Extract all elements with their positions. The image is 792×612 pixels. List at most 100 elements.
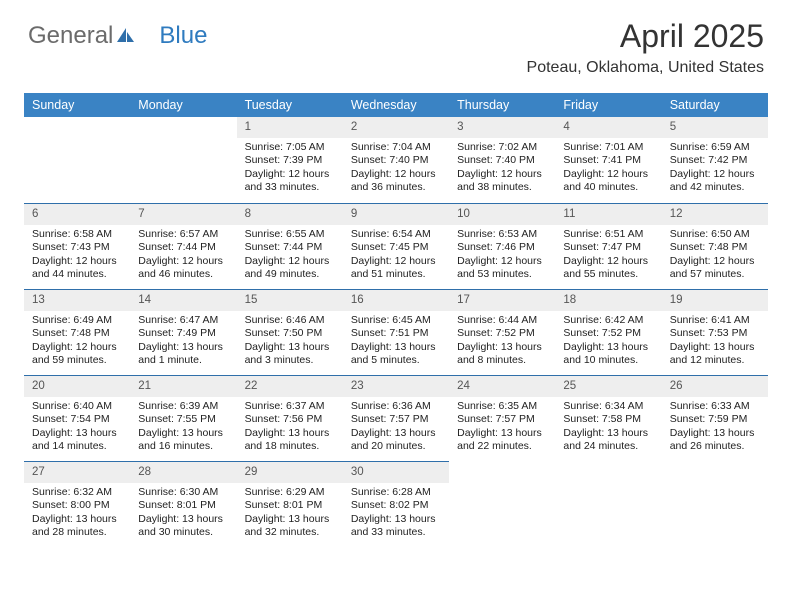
day-number: 16 bbox=[343, 289, 449, 311]
day-details: Sunrise: 7:02 AMSunset: 7:40 PMDaylight:… bbox=[449, 138, 555, 199]
col-tuesday: Tuesday bbox=[237, 93, 343, 117]
day-details: Sunrise: 6:53 AMSunset: 7:46 PMDaylight:… bbox=[449, 225, 555, 286]
calendar-cell: 1Sunrise: 7:05 AMSunset: 7:39 PMDaylight… bbox=[237, 117, 343, 203]
calendar-cell: 7Sunrise: 6:57 AMSunset: 7:44 PMDaylight… bbox=[130, 203, 236, 289]
day-number: 1 bbox=[237, 117, 343, 138]
calendar-cell: 6Sunrise: 6:58 AMSunset: 7:43 PMDaylight… bbox=[24, 203, 130, 289]
day-details: Sunrise: 7:04 AMSunset: 7:40 PMDaylight:… bbox=[343, 138, 449, 199]
day-number: 14 bbox=[130, 289, 236, 311]
calendar-cell: 20Sunrise: 6:40 AMSunset: 7:54 PMDayligh… bbox=[24, 375, 130, 461]
calendar-cell bbox=[130, 117, 236, 203]
day-number: 18 bbox=[555, 289, 661, 311]
col-friday: Friday bbox=[555, 93, 661, 117]
day-number: 28 bbox=[130, 461, 236, 483]
day-details: Sunrise: 7:05 AMSunset: 7:39 PMDaylight:… bbox=[237, 138, 343, 199]
day-details: Sunrise: 6:55 AMSunset: 7:44 PMDaylight:… bbox=[237, 225, 343, 286]
calendar-cell: 27Sunrise: 6:32 AMSunset: 8:00 PMDayligh… bbox=[24, 461, 130, 547]
calendar-cell: 10Sunrise: 6:53 AMSunset: 7:46 PMDayligh… bbox=[449, 203, 555, 289]
calendar-cell: 15Sunrise: 6:46 AMSunset: 7:50 PMDayligh… bbox=[237, 289, 343, 375]
day-details: Sunrise: 6:45 AMSunset: 7:51 PMDaylight:… bbox=[343, 311, 449, 372]
calendar-cell: 26Sunrise: 6:33 AMSunset: 7:59 PMDayligh… bbox=[662, 375, 768, 461]
logo-text-part2: Blue bbox=[159, 22, 207, 50]
calendar-week-row: 13Sunrise: 6:49 AMSunset: 7:48 PMDayligh… bbox=[24, 289, 768, 375]
calendar-week-row: 1Sunrise: 7:05 AMSunset: 7:39 PMDaylight… bbox=[24, 117, 768, 203]
page-header: General Blue April 2025 Poteau, Oklahoma… bbox=[0, 0, 792, 83]
day-details: Sunrise: 6:28 AMSunset: 8:02 PMDaylight:… bbox=[343, 483, 449, 544]
day-number: 21 bbox=[130, 375, 236, 397]
day-number: 3 bbox=[449, 117, 555, 138]
day-details: Sunrise: 6:47 AMSunset: 7:49 PMDaylight:… bbox=[130, 311, 236, 372]
calendar-cell: 17Sunrise: 6:44 AMSunset: 7:52 PMDayligh… bbox=[449, 289, 555, 375]
calendar-cell: 4Sunrise: 7:01 AMSunset: 7:41 PMDaylight… bbox=[555, 117, 661, 203]
calendar-cell: 5Sunrise: 6:59 AMSunset: 7:42 PMDaylight… bbox=[662, 117, 768, 203]
day-details: Sunrise: 6:30 AMSunset: 8:01 PMDaylight:… bbox=[130, 483, 236, 544]
day-details: Sunrise: 6:54 AMSunset: 7:45 PMDaylight:… bbox=[343, 225, 449, 286]
day-number: 7 bbox=[130, 203, 236, 225]
day-details: Sunrise: 6:50 AMSunset: 7:48 PMDaylight:… bbox=[662, 225, 768, 286]
day-details: Sunrise: 6:37 AMSunset: 7:56 PMDaylight:… bbox=[237, 397, 343, 458]
day-details: Sunrise: 6:44 AMSunset: 7:52 PMDaylight:… bbox=[449, 311, 555, 372]
day-number: 9 bbox=[343, 203, 449, 225]
day-number: 10 bbox=[449, 203, 555, 225]
day-details: Sunrise: 6:39 AMSunset: 7:55 PMDaylight:… bbox=[130, 397, 236, 458]
calendar-cell: 8Sunrise: 6:55 AMSunset: 7:44 PMDaylight… bbox=[237, 203, 343, 289]
calendar-cell: 9Sunrise: 6:54 AMSunset: 7:45 PMDaylight… bbox=[343, 203, 449, 289]
calendar-cell: 24Sunrise: 6:35 AMSunset: 7:57 PMDayligh… bbox=[449, 375, 555, 461]
day-number: 29 bbox=[237, 461, 343, 483]
calendar-cell: 30Sunrise: 6:28 AMSunset: 8:02 PMDayligh… bbox=[343, 461, 449, 547]
day-number: 19 bbox=[662, 289, 768, 311]
calendar-cell: 19Sunrise: 6:41 AMSunset: 7:53 PMDayligh… bbox=[662, 289, 768, 375]
calendar-week-row: 27Sunrise: 6:32 AMSunset: 8:00 PMDayligh… bbox=[24, 461, 768, 547]
day-number: 5 bbox=[662, 117, 768, 138]
day-details: Sunrise: 6:32 AMSunset: 8:00 PMDaylight:… bbox=[24, 483, 130, 544]
day-details: Sunrise: 6:46 AMSunset: 7:50 PMDaylight:… bbox=[237, 311, 343, 372]
day-details: Sunrise: 6:57 AMSunset: 7:44 PMDaylight:… bbox=[130, 225, 236, 286]
calendar-cell bbox=[662, 461, 768, 547]
calendar-cell: 3Sunrise: 7:02 AMSunset: 7:40 PMDaylight… bbox=[449, 117, 555, 203]
day-number: 25 bbox=[555, 375, 661, 397]
calendar-cell: 18Sunrise: 6:42 AMSunset: 7:52 PMDayligh… bbox=[555, 289, 661, 375]
day-details: Sunrise: 7:01 AMSunset: 7:41 PMDaylight:… bbox=[555, 138, 661, 199]
day-number: 26 bbox=[662, 375, 768, 397]
calendar-cell: 28Sunrise: 6:30 AMSunset: 8:01 PMDayligh… bbox=[130, 461, 236, 547]
calendar-cell: 13Sunrise: 6:49 AMSunset: 7:48 PMDayligh… bbox=[24, 289, 130, 375]
day-details: Sunrise: 6:49 AMSunset: 7:48 PMDaylight:… bbox=[24, 311, 130, 372]
calendar-cell: 23Sunrise: 6:36 AMSunset: 7:57 PMDayligh… bbox=[343, 375, 449, 461]
day-number: 15 bbox=[237, 289, 343, 311]
day-details: Sunrise: 6:41 AMSunset: 7:53 PMDaylight:… bbox=[662, 311, 768, 372]
day-number: 23 bbox=[343, 375, 449, 397]
brand-logo: General Blue bbox=[28, 22, 207, 54]
logo-text-part1: General bbox=[28, 22, 113, 50]
calendar-cell bbox=[24, 117, 130, 203]
day-number: 11 bbox=[555, 203, 661, 225]
calendar-cell bbox=[555, 461, 661, 547]
day-details: Sunrise: 6:29 AMSunset: 8:01 PMDaylight:… bbox=[237, 483, 343, 544]
day-details: Sunrise: 6:42 AMSunset: 7:52 PMDaylight:… bbox=[555, 311, 661, 372]
day-number: 30 bbox=[343, 461, 449, 483]
calendar-cell: 11Sunrise: 6:51 AMSunset: 7:47 PMDayligh… bbox=[555, 203, 661, 289]
day-details: Sunrise: 6:34 AMSunset: 7:58 PMDaylight:… bbox=[555, 397, 661, 458]
calendar-cell: 12Sunrise: 6:50 AMSunset: 7:48 PMDayligh… bbox=[662, 203, 768, 289]
calendar-cell: 25Sunrise: 6:34 AMSunset: 7:58 PMDayligh… bbox=[555, 375, 661, 461]
calendar-cell: 16Sunrise: 6:45 AMSunset: 7:51 PMDayligh… bbox=[343, 289, 449, 375]
calendar-cell: 2Sunrise: 7:04 AMSunset: 7:40 PMDaylight… bbox=[343, 117, 449, 203]
day-number: 20 bbox=[24, 375, 130, 397]
day-number: 2 bbox=[343, 117, 449, 138]
day-header-row: Sunday Monday Tuesday Wednesday Thursday… bbox=[24, 93, 768, 117]
day-details: Sunrise: 6:58 AMSunset: 7:43 PMDaylight:… bbox=[24, 225, 130, 286]
calendar-week-row: 6Sunrise: 6:58 AMSunset: 7:43 PMDaylight… bbox=[24, 203, 768, 289]
col-monday: Monday bbox=[130, 93, 236, 117]
calendar-cell: 21Sunrise: 6:39 AMSunset: 7:55 PMDayligh… bbox=[130, 375, 236, 461]
day-number: 27 bbox=[24, 461, 130, 483]
calendar-cell: 22Sunrise: 6:37 AMSunset: 7:56 PMDayligh… bbox=[237, 375, 343, 461]
calendar-table: Sunday Monday Tuesday Wednesday Thursday… bbox=[24, 93, 768, 547]
col-sunday: Sunday bbox=[24, 93, 130, 117]
day-details: Sunrise: 6:36 AMSunset: 7:57 PMDaylight:… bbox=[343, 397, 449, 458]
day-details: Sunrise: 6:35 AMSunset: 7:57 PMDaylight:… bbox=[449, 397, 555, 458]
day-details: Sunrise: 6:51 AMSunset: 7:47 PMDaylight:… bbox=[555, 225, 661, 286]
location-subtitle: Poteau, Oklahoma, United States bbox=[28, 59, 764, 77]
day-number: 13 bbox=[24, 289, 130, 311]
col-thursday: Thursday bbox=[449, 93, 555, 117]
col-wednesday: Wednesday bbox=[343, 93, 449, 117]
day-number: 17 bbox=[449, 289, 555, 311]
